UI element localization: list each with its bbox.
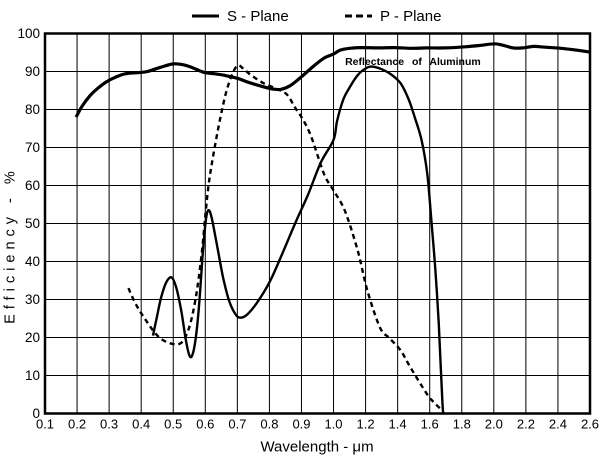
x-tick-label: 0.7 [228, 417, 246, 432]
y-tick-label: 50 [25, 216, 40, 231]
y-axis-title: Efficiency - % [3, 166, 19, 324]
y-tick-label: 30 [25, 292, 40, 307]
x-tick-label: 2.2 [517, 417, 535, 432]
y-tick-label: 90 [25, 64, 40, 79]
x-tick-label: 1.8 [453, 417, 471, 432]
y-tick-label: 80 [25, 102, 40, 117]
x-tick-label: 0.3 [100, 417, 118, 432]
x-tick-label: 1.4 [389, 417, 407, 432]
x-tick-label: 0.2 [68, 417, 86, 432]
y-tick-label: 40 [25, 254, 40, 269]
x-tick-label: 1.2 [357, 417, 375, 432]
x-tick-label: 2.4 [549, 417, 567, 432]
series-reflectance-of-aluminum [74, 42, 591, 118]
series-p-plane [127, 64, 443, 411]
annotation-reflectance-label: Reflectance of Aluminum [345, 56, 481, 68]
x-tick-label: 2.6 [581, 417, 599, 432]
x-tick-label: 0.1 [36, 417, 54, 432]
y-tick-label: 10 [25, 368, 40, 383]
x-tick-label: 0.8 [260, 417, 278, 432]
y-tick-label: 20 [25, 330, 40, 345]
x-tick-label: 0.9 [292, 417, 310, 432]
legend-label-s-plane: S - Plane [227, 8, 289, 25]
y-tick-label: 100 [17, 26, 40, 41]
x-tick-label: 0.5 [164, 417, 182, 432]
x-tick-label: 0.4 [132, 417, 150, 432]
y-tick-label: 60 [25, 178, 40, 193]
x-tick-label: 1.0 [324, 417, 342, 432]
x-tick-label: 2.0 [485, 417, 503, 432]
x-axis-title: Wavelength - μm [260, 439, 373, 456]
x-tick-label: 1.6 [421, 417, 439, 432]
legend-label-p-plane: P - Plane [380, 8, 441, 25]
y-tick-label: 70 [25, 140, 40, 155]
y-tick-label: 0 [32, 406, 40, 421]
plot-border [43, 32, 592, 415]
x-tick-label: 0.6 [196, 417, 214, 432]
series-s-plane [151, 65, 445, 414]
grid-lines [44, 33, 591, 414]
